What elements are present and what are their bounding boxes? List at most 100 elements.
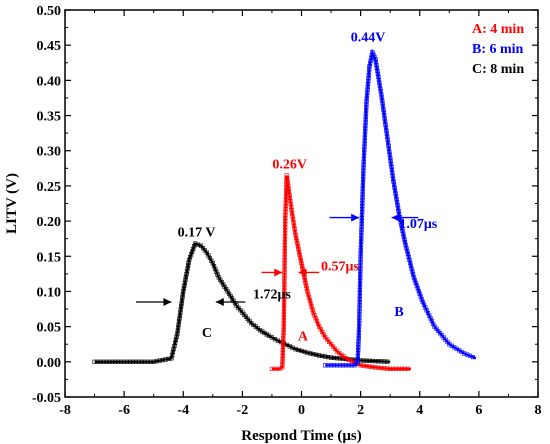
data-point-B (365, 84, 370, 89)
data-point-C (173, 340, 178, 346)
data-point-A (281, 330, 286, 335)
data-point-B (395, 203, 400, 208)
data-point-A (282, 252, 287, 257)
data-point-B (467, 353, 473, 358)
data-point-A (299, 261, 304, 266)
data-point-B (375, 68, 380, 74)
y-axis-title: LITV (V) (4, 173, 20, 234)
data-point-A (302, 278, 308, 283)
data-point-B (389, 164, 394, 169)
data-point-B (358, 251, 363, 256)
data-point-B (360, 195, 365, 200)
data-point-B (382, 116, 387, 121)
data-point-A (311, 310, 316, 315)
data-point-A (281, 339, 286, 344)
data-point-A (388, 366, 393, 372)
data-point-A (283, 212, 288, 218)
data-point-A (283, 203, 288, 208)
data-point-B (331, 363, 337, 368)
y-tick-label: 0.40 (37, 74, 62, 89)
data-point-A (286, 186, 291, 192)
data-point-A (364, 364, 369, 369)
data-point-A (282, 270, 287, 275)
data-point-B (363, 111, 369, 116)
data-point-B (358, 269, 363, 274)
data-point-A (295, 241, 300, 246)
data-point-C (373, 358, 378, 364)
data-point-B (357, 296, 362, 302)
data-point-B (356, 345, 361, 350)
data-point-B (373, 60, 379, 65)
peak-label-a: 0.26V (272, 157, 307, 172)
data-point-C (305, 350, 310, 355)
data-point-A (283, 200, 288, 205)
data-point-B (357, 321, 362, 326)
data-point-B (359, 236, 364, 241)
data-point-C (166, 356, 171, 362)
data-point-C (125, 359, 130, 364)
data-point-B (362, 135, 367, 140)
data-point-B (431, 321, 436, 327)
data-point-B (357, 293, 362, 299)
data-point-B (415, 286, 420, 291)
data-point-B (343, 363, 348, 368)
data-point-A (283, 222, 288, 227)
data-point-B (359, 215, 365, 221)
data-point-B (362, 141, 367, 146)
data-point-B (393, 191, 398, 196)
data-point-C (188, 255, 193, 260)
data-point-B (394, 197, 399, 202)
data-point-C (370, 358, 375, 364)
data-point-B (356, 333, 361, 338)
fwhm-arrow-a-left-head (274, 268, 283, 277)
data-point-A (281, 333, 286, 338)
data-point-C (148, 359, 153, 364)
data-point-A (282, 234, 288, 239)
data-point-B (396, 209, 401, 214)
data-point-A (281, 297, 287, 302)
data-point-C (184, 269, 190, 274)
x-tick-label: 8 (535, 403, 542, 418)
data-point-C (287, 344, 292, 349)
y-tick-label: -0.05 (32, 391, 61, 406)
data-point-C (172, 343, 177, 349)
y-tick-label: 0.15 (37, 250, 62, 265)
data-point-A (297, 252, 302, 258)
data-point-B (416, 288, 421, 294)
data-point-B (381, 110, 387, 115)
data-point-B (428, 316, 433, 321)
data-point-B (360, 201, 365, 206)
data-point-B (380, 98, 385, 103)
peak-label-b: 0.44V (351, 31, 386, 46)
data-point-B (363, 123, 368, 128)
data-point-B (358, 239, 364, 244)
data-point-A (283, 206, 288, 212)
data-point-C (130, 359, 136, 364)
data-point-B (407, 260, 413, 265)
y-tick-label: 0.45 (37, 39, 62, 54)
data-point-C (127, 359, 133, 364)
data-point-A (292, 229, 298, 235)
data-point-C (207, 255, 213, 261)
series-B (323, 48, 477, 368)
data-point-A (304, 286, 309, 291)
x-axis-title: Respond Time (μs) (241, 428, 361, 444)
data-point-B (411, 275, 416, 280)
data-point-C (133, 359, 139, 364)
data-point-B (403, 243, 408, 248)
data-point-A (288, 198, 293, 204)
series-line-B (325, 48, 477, 367)
data-point-A (379, 365, 384, 371)
data-point-C (177, 316, 182, 321)
data-point-A (284, 175, 290, 181)
data-point-A (285, 178, 290, 183)
data-point-A (390, 366, 396, 372)
data-point-A (281, 336, 286, 341)
data-point-B (360, 192, 365, 197)
data-point-A (282, 291, 287, 296)
data-point-B (405, 248, 410, 254)
data-point-B (356, 339, 361, 344)
data-point-A (282, 240, 288, 245)
y-tick-label: 0.05 (37, 321, 62, 336)
